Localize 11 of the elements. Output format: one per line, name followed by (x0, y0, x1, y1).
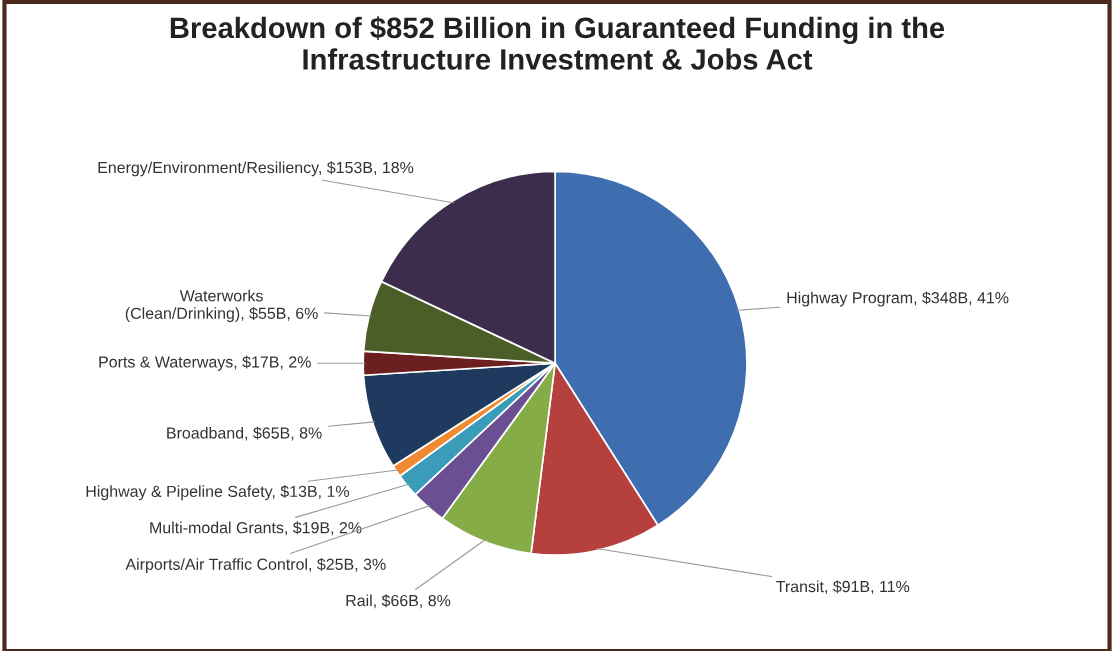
slice-label: Energy/Environment/Resiliency, $153B, 18% (98, 161, 414, 177)
slice-label: Transit, $91B, 11% (776, 580, 910, 595)
slice-label: Multi-modal Grants, $19B, 2% (150, 521, 362, 536)
slice-label: Airports/Air Traffic Control, $25B, 3% (125, 557, 386, 574)
slice-label: Ports & Waterways, $17B, 2% (99, 355, 311, 371)
slice-label: Rail, $66B, 8% (346, 594, 451, 609)
chart-title: Breakdown of $852 Billion in Guaranteed Funding in the Infrastructure Investment & Jobs Act (170, 16, 945, 70)
slice-label: Highway Program, $348B, 41% (787, 291, 1009, 307)
slice-label: Broadband, $65B, 8% (167, 426, 322, 441)
slice-label: Highway & Pipeline Safety, $13B, 1% (86, 485, 349, 501)
slice-label: Waterworks (Clean/Drinking), $55B, 6% (125, 289, 318, 323)
